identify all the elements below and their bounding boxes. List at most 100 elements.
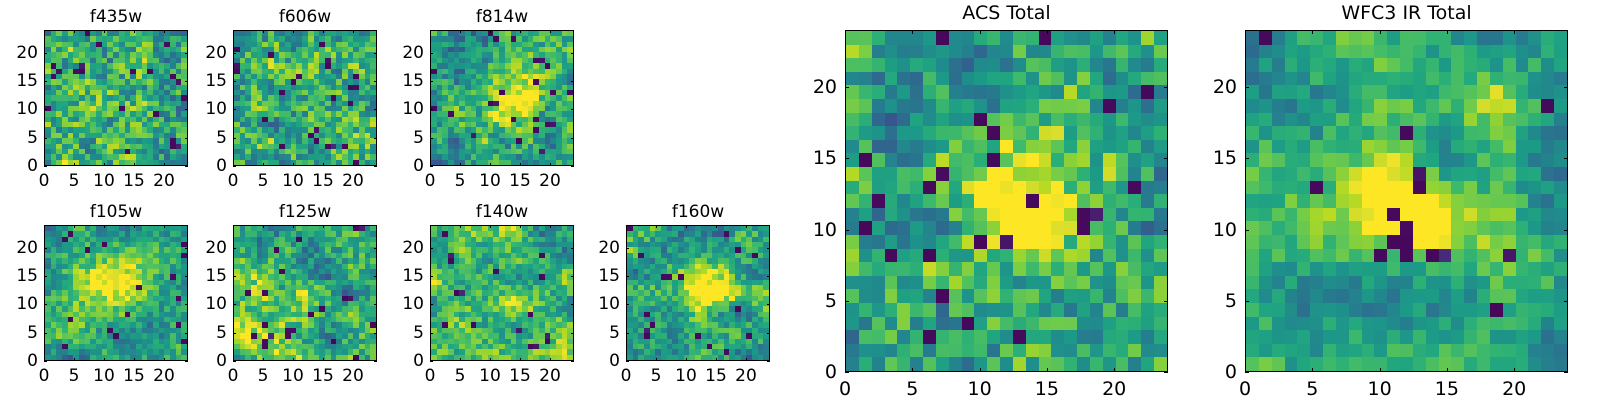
heatmap-cell [285, 252, 291, 259]
heatmap-cell [130, 295, 136, 302]
heatmap-cell [672, 349, 679, 355]
heatmap-cell [79, 154, 85, 160]
heatmap-cell [113, 306, 119, 312]
heatmap-cell [499, 31, 505, 37]
heatmap-cell [268, 111, 274, 117]
heatmap-cell [689, 252, 696, 259]
heatmap-cell [448, 36, 454, 42]
heatmap-f140w[interactable] [430, 225, 574, 361]
heatmap-cell [336, 122, 342, 128]
heatmap-cell [296, 263, 303, 269]
heatmap-f160w[interactable] [626, 225, 770, 361]
heatmap-cell [50, 252, 57, 259]
heatmap-cell [319, 52, 325, 58]
heatmap-cell [341, 41, 348, 48]
heatmap-cell [1128, 221, 1142, 235]
heatmap-cell [717, 295, 724, 302]
heatmap-cell [273, 226, 280, 232]
heatmap-cell [538, 47, 545, 53]
heatmap-cell [79, 47, 85, 53]
heatmap-cell [245, 154, 252, 160]
heatmap-cell [175, 226, 182, 232]
heatmap-cell [448, 89, 454, 96]
heatmap-cell [347, 284, 354, 291]
heatmap-cell [124, 47, 131, 53]
heatmap-cell [96, 258, 102, 264]
heatmap-f814w[interactable] [430, 30, 574, 166]
heatmap-cell [1038, 126, 1052, 140]
heatmap-cell [62, 354, 68, 360]
heatmap-cell [130, 84, 136, 90]
heatmap-cell [302, 116, 308, 123]
heatmap-cell [712, 333, 718, 339]
heatmap-cell [712, 343, 718, 350]
heatmap-cell [550, 295, 556, 302]
heatmap-cell [324, 290, 331, 296]
heatmap-cell [147, 89, 153, 96]
heatmap-cell [370, 84, 376, 90]
heatmap-cell [130, 252, 136, 259]
heatmap-cell [62, 63, 68, 69]
heatmap-f105w[interactable] [44, 225, 188, 361]
heatmap-cell [459, 258, 466, 264]
heatmap-cell [73, 122, 80, 128]
heatmap-f125w[interactable] [233, 225, 377, 361]
heatmap-cell [538, 132, 545, 139]
heatmap-cell [504, 290, 511, 296]
heatmap-cell [516, 290, 522, 296]
heatmap-cell [169, 231, 176, 237]
heatmap-cell [341, 268, 348, 275]
heatmap-cell [330, 268, 337, 275]
heatmap-cell [499, 295, 505, 302]
heatmap-cell [555, 31, 562, 37]
heatmap-cell [118, 154, 125, 160]
heatmap-cell [313, 226, 320, 232]
heatmap-cell [470, 236, 477, 243]
heatmap-cell [285, 322, 291, 328]
x-axis-tick-label: 20 [539, 366, 561, 386]
heatmap-cell [1115, 207, 1129, 222]
x-axis-tick [520, 225, 521, 228]
heatmap-cell [147, 79, 153, 85]
heatmap-cell [510, 57, 517, 64]
heatmap-cell [141, 290, 148, 296]
heatmap-cell [251, 263, 257, 269]
heatmap-cell [164, 306, 170, 312]
heatmap-cell [538, 301, 545, 307]
heatmap-cell [73, 73, 80, 80]
heatmap-cell [740, 263, 747, 269]
heatmap-cell [169, 57, 176, 64]
heatmap-cell [442, 247, 449, 253]
heatmap-cell [717, 317, 724, 323]
heatmap-cell [290, 252, 297, 259]
heatmap-cell [516, 295, 522, 302]
heatmap-cell [158, 57, 165, 64]
heatmap-cell [90, 247, 97, 253]
heatmap-cell [550, 322, 556, 328]
heatmap-cell [538, 284, 545, 291]
heatmap-f606w[interactable] [233, 30, 377, 166]
heatmap-cell [164, 236, 170, 243]
heatmap-cell [1025, 99, 1039, 113]
heatmap-cell [370, 349, 376, 355]
heatmap-cell [239, 31, 246, 37]
heatmap-cell [516, 63, 522, 69]
heatmap-cell [285, 31, 291, 37]
heatmap-cell [50, 284, 57, 291]
heatmap-f435w[interactable] [44, 30, 188, 166]
heatmap-cell [181, 354, 187, 360]
heatmap-cell [672, 242, 679, 248]
heatmap-cell [296, 226, 303, 232]
heatmap-cell [353, 63, 359, 69]
heatmap-cell [487, 226, 494, 232]
heatmap-cell [152, 236, 159, 243]
heatmap-cell [245, 36, 252, 42]
heatmap-cell [476, 231, 483, 237]
heatmap-cell [561, 111, 568, 117]
heatmap-cell [341, 327, 348, 334]
heatmap-cell [683, 295, 690, 302]
heatmap-cell [734, 258, 741, 264]
heatmap-cell [510, 41, 517, 48]
heatmap-cell [561, 47, 568, 53]
heatmap-acs-total[interactable] [845, 30, 1168, 372]
